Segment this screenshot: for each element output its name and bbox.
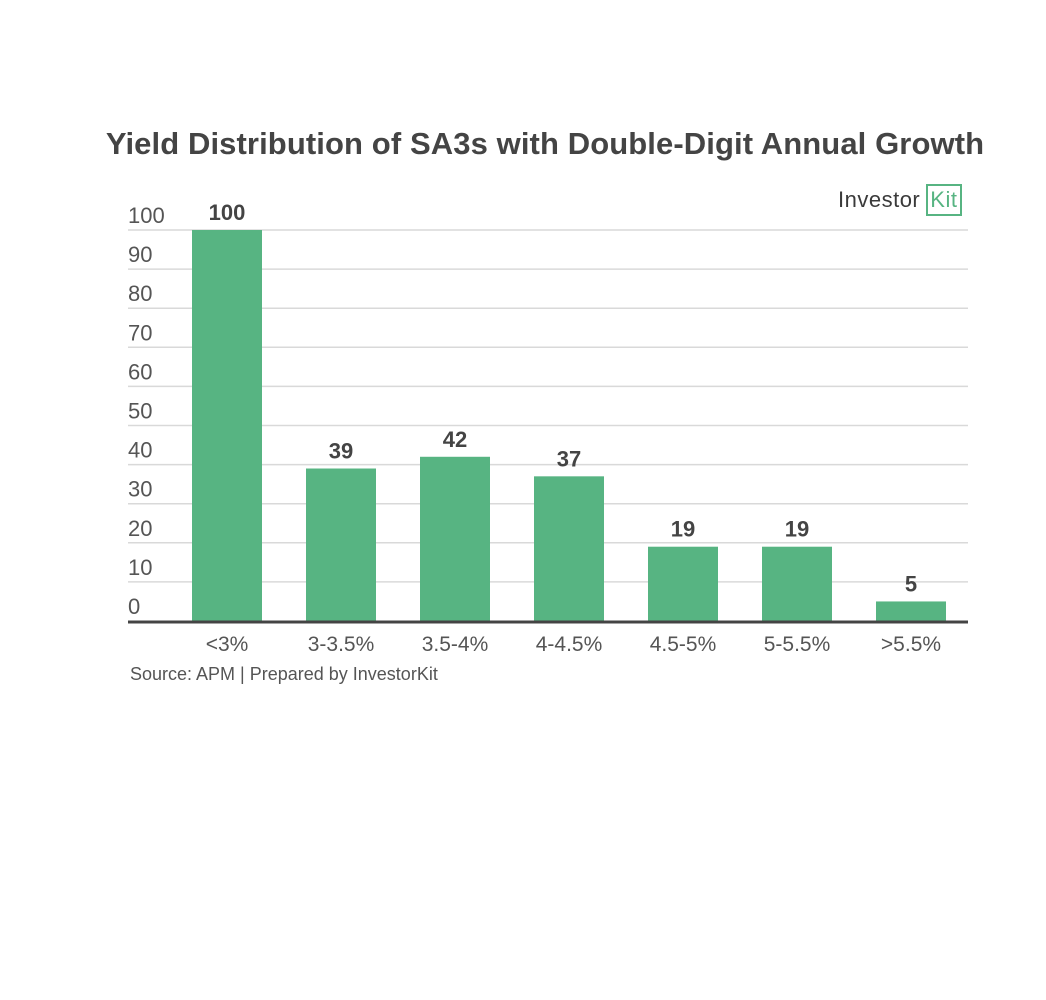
y-tick-label: 0 xyxy=(128,594,140,619)
x-tick-label: 3.5-4% xyxy=(422,633,489,656)
bars xyxy=(192,230,946,621)
source-note: Source: APM | Prepared by InvestorKit xyxy=(130,664,438,684)
bar xyxy=(876,601,946,621)
bar-value-label: 39 xyxy=(329,439,353,464)
y-tick-label: 10 xyxy=(128,555,152,580)
y-tick-label: 80 xyxy=(128,281,152,306)
y-tick-label: 40 xyxy=(128,438,152,463)
x-axis-tick-labels: <3% 3-3.5% 3.5-4% 4-4.5% 4.5-5% 5-5.5% >5.5% xyxy=(206,633,941,656)
x-tick-label: <3% xyxy=(206,633,249,656)
x-tick-label: 4-4.5% xyxy=(536,633,603,656)
y-tick-label: 70 xyxy=(128,320,152,345)
bar-value-labels: 100 39 42 37 19 19 5 xyxy=(209,200,917,596)
y-tick-label: 100 xyxy=(128,203,165,228)
bar xyxy=(306,468,376,621)
investorkit-logo: Investor Kit xyxy=(838,183,963,217)
y-tick-label: 90 xyxy=(128,242,152,267)
bar xyxy=(648,546,718,621)
y-tick-label: 60 xyxy=(128,359,152,384)
logo-text: Investor xyxy=(838,187,921,212)
bar xyxy=(420,456,490,621)
x-tick-label: >5.5% xyxy=(881,633,941,656)
x-tick-label: 5-5.5% xyxy=(764,633,831,656)
bar xyxy=(534,476,604,621)
logo-box: Kit xyxy=(926,184,963,216)
y-tick-label: 20 xyxy=(128,516,152,541)
y-tick-label: 30 xyxy=(128,477,152,502)
x-tick-label: 4.5-5% xyxy=(650,633,717,656)
bar xyxy=(762,546,832,621)
x-tick-label: 3-3.5% xyxy=(308,633,375,656)
bar-value-label: 37 xyxy=(557,446,581,471)
bar-value-label: 100 xyxy=(209,200,246,225)
y-tick-label: 50 xyxy=(128,399,152,424)
y-axis-tick-labels: 0 10 20 30 40 50 60 70 80 90 100 xyxy=(128,203,165,619)
bar-value-label: 42 xyxy=(443,427,467,452)
bar-value-label: 19 xyxy=(785,517,809,542)
bar-value-label: 19 xyxy=(671,517,695,542)
bar xyxy=(192,230,262,621)
chart-title: Yield Distribution of SA3s with Double-D… xyxy=(105,126,985,161)
bar-value-label: 5 xyxy=(905,571,917,596)
